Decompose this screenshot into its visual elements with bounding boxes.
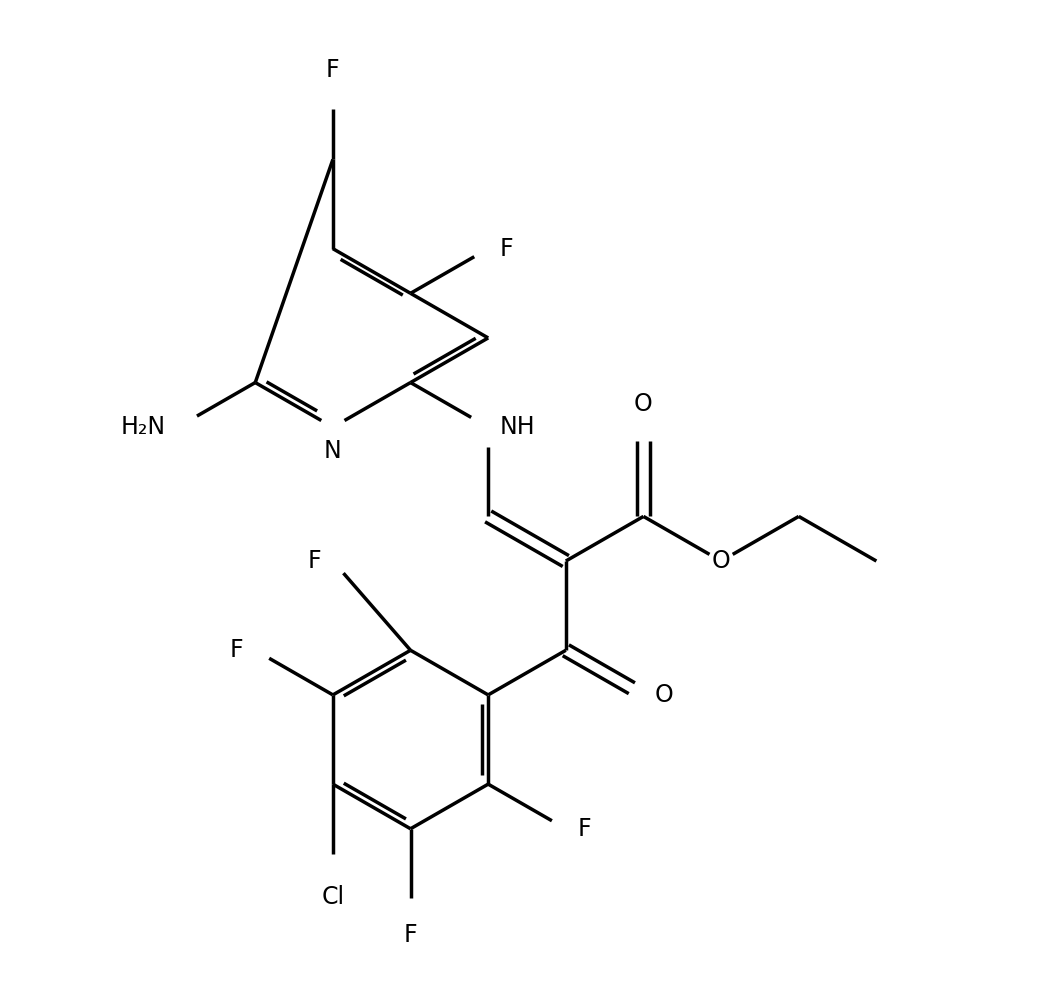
Text: Cl: Cl [321, 885, 345, 909]
Text: F: F [230, 639, 243, 662]
Text: F: F [500, 237, 513, 260]
Text: O: O [656, 683, 674, 707]
Text: F: F [308, 549, 321, 573]
Text: F: F [578, 817, 591, 841]
Text: F: F [404, 924, 417, 947]
Text: O: O [711, 549, 730, 573]
Text: H₂N: H₂N [121, 415, 167, 440]
Text: N: N [324, 439, 341, 462]
Text: O: O [635, 392, 652, 416]
Text: F: F [326, 57, 339, 82]
Text: NH: NH [500, 415, 535, 440]
